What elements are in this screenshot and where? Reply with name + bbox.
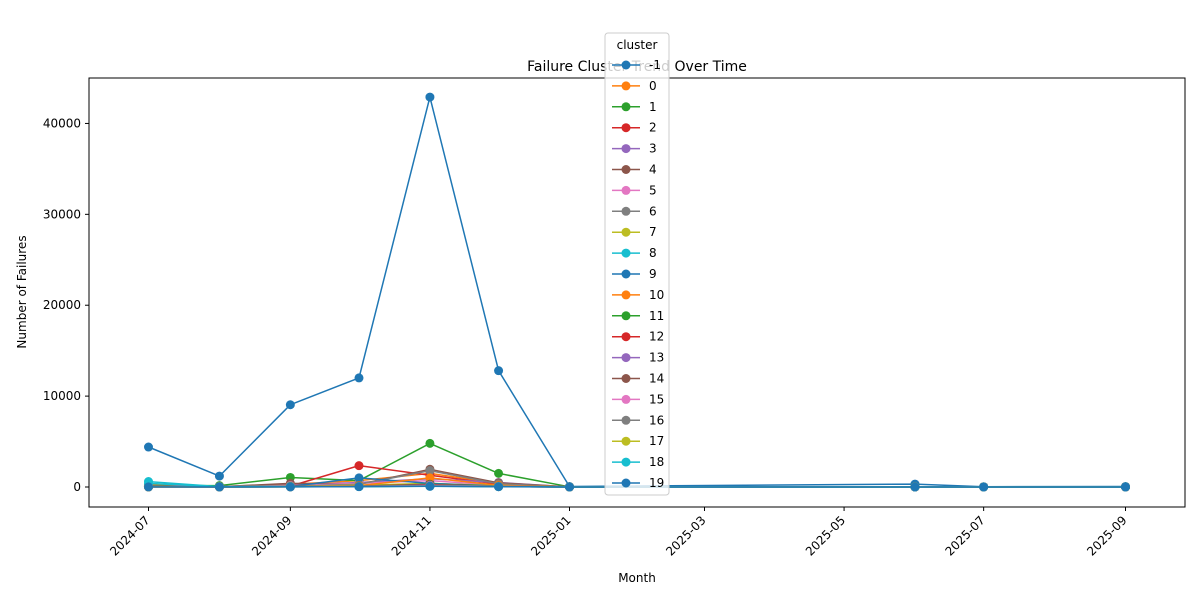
legend-label: 3 (649, 142, 657, 156)
data-point (214, 482, 224, 492)
legend-marker (621, 144, 631, 154)
data-point (494, 482, 504, 492)
legend-marker (621, 478, 631, 488)
data-point (565, 482, 575, 492)
data-point (910, 482, 920, 492)
legend-label: 7 (649, 225, 657, 239)
legend-marker (621, 436, 631, 446)
y-axis-ticks: 0 10000 20000 30000 40000 (43, 116, 89, 494)
data-point (1121, 482, 1131, 492)
y-tick-label: 0 (73, 480, 81, 494)
series-line (148, 96, 1126, 488)
y-tick-label: 30000 (43, 207, 81, 221)
data-point (425, 438, 435, 448)
legend-label: 14 (649, 372, 664, 386)
legend-label: 4 (649, 163, 657, 177)
legend-label: 17 (649, 434, 664, 448)
legend-marker (621, 102, 631, 112)
legend-marker (621, 394, 631, 404)
legend-marker (621, 311, 631, 321)
legend-marker (621, 227, 631, 237)
legend-label: 13 (649, 351, 664, 365)
data-point (425, 92, 435, 102)
legend-marker (621, 353, 631, 363)
legend-label: 19 (649, 476, 664, 490)
series-layer (143, 92, 1131, 492)
legend-marker (621, 374, 631, 383)
legend-label: 5 (649, 183, 657, 197)
series-19 (143, 481, 1131, 492)
data-point (979, 482, 989, 492)
legend-marker (621, 269, 631, 279)
data-point (494, 468, 504, 478)
data-point (143, 482, 153, 492)
data-point (354, 482, 364, 492)
legend-marker (621, 415, 631, 425)
legend-label: 9 (649, 267, 657, 281)
legend-label: 12 (649, 330, 664, 344)
legend-marker (621, 123, 631, 133)
plot-area (88, 77, 1186, 508)
data-point (425, 466, 435, 476)
y-axis-label: Number of Failures (15, 235, 29, 348)
data-point (354, 461, 364, 471)
data-point (143, 442, 153, 452)
legend-marker (621, 332, 631, 342)
legend-title: cluster (617, 38, 658, 52)
legend-label: 0 (649, 79, 657, 93)
legend-label: 8 (649, 246, 657, 260)
legend-marker (621, 206, 631, 216)
legend-marker (621, 248, 631, 258)
y-tick-label: 20000 (43, 298, 81, 312)
legend-label: 2 (649, 121, 657, 135)
legend-marker (621, 185, 631, 195)
legend-label: 10 (649, 288, 664, 302)
legend-marker (621, 290, 631, 300)
legend-label: 15 (649, 392, 664, 406)
legend-marker (621, 165, 631, 174)
legend-label: 11 (649, 309, 664, 323)
data-point (425, 473, 435, 483)
data-point (494, 366, 504, 376)
data-point (425, 481, 435, 491)
legend-label: 6 (649, 204, 657, 218)
data-point (285, 482, 295, 492)
legend-label: 18 (649, 455, 664, 469)
y-tick-label: 10000 (43, 389, 81, 403)
data-point (354, 373, 364, 383)
data-point (214, 471, 224, 481)
legend-marker (621, 60, 631, 70)
x-axis-label: Month (618, 571, 656, 585)
legend-label: 1 (649, 100, 657, 114)
y-tick-label: 40000 (43, 116, 81, 130)
legend-marker (621, 457, 631, 467)
legend-label: 16 (649, 413, 664, 427)
series-line (148, 485, 1126, 488)
data-point (354, 473, 364, 483)
legend-label: -1 (649, 58, 661, 72)
data-point (285, 400, 295, 410)
legend-marker (621, 81, 631, 91)
